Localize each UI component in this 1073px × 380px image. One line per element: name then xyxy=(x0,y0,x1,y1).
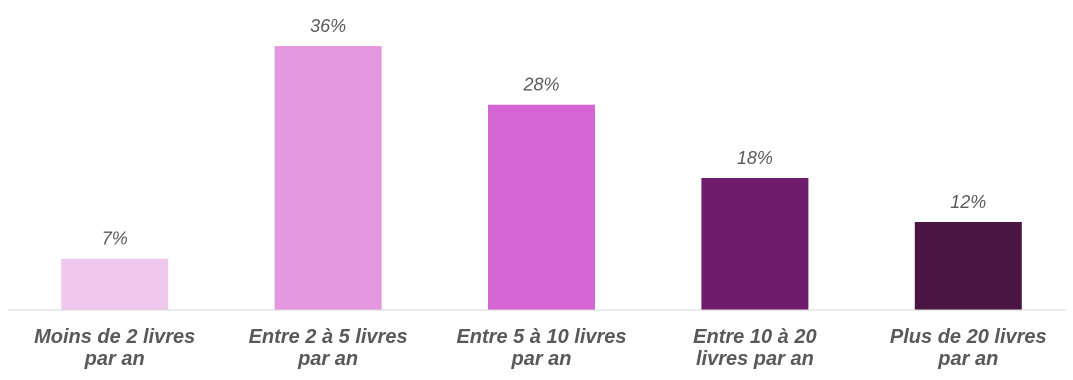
category-label-line: Moins de 2 livres xyxy=(34,326,196,348)
bar-4 xyxy=(701,178,809,310)
category-label-line: Entre 2 à 5 livres xyxy=(248,326,408,348)
value-label-1: 7% xyxy=(102,229,128,249)
value-label-2: 36% xyxy=(310,16,346,36)
value-labels-group: 7% 36% 28% 18% 12% xyxy=(102,16,987,249)
bar-2 xyxy=(274,46,382,310)
bar-1 xyxy=(61,258,169,310)
category-label-line: livres par an xyxy=(695,348,814,370)
category-label-line: par an xyxy=(938,348,999,370)
bar-3 xyxy=(488,104,595,310)
value-label-4: 18% xyxy=(737,148,773,168)
category-label-line: Entre 10 à 20 xyxy=(693,326,817,348)
category-label-line: par an xyxy=(84,348,145,370)
category-label-1: Moins de 2 livres par an xyxy=(15,326,215,370)
category-label-2: Entre 2 à 5 livres par an xyxy=(228,326,428,370)
bars-group xyxy=(61,46,1022,310)
value-label-3: 28% xyxy=(522,75,559,95)
category-label-5: Plus de 20 livres par an xyxy=(868,326,1068,370)
category-label-line: Plus de 20 livres xyxy=(889,326,1047,348)
category-label-3: Entre 5 à 10 livres par an xyxy=(442,326,642,370)
category-label-4: Entre 10 à 20 livres par an xyxy=(655,326,855,370)
category-label-line: Entre 5 à 10 livres xyxy=(456,326,627,348)
category-label-line: par an xyxy=(298,348,359,370)
value-label-5: 12% xyxy=(950,192,986,212)
bar-5 xyxy=(914,222,1022,310)
category-label-line: par an xyxy=(511,348,572,370)
